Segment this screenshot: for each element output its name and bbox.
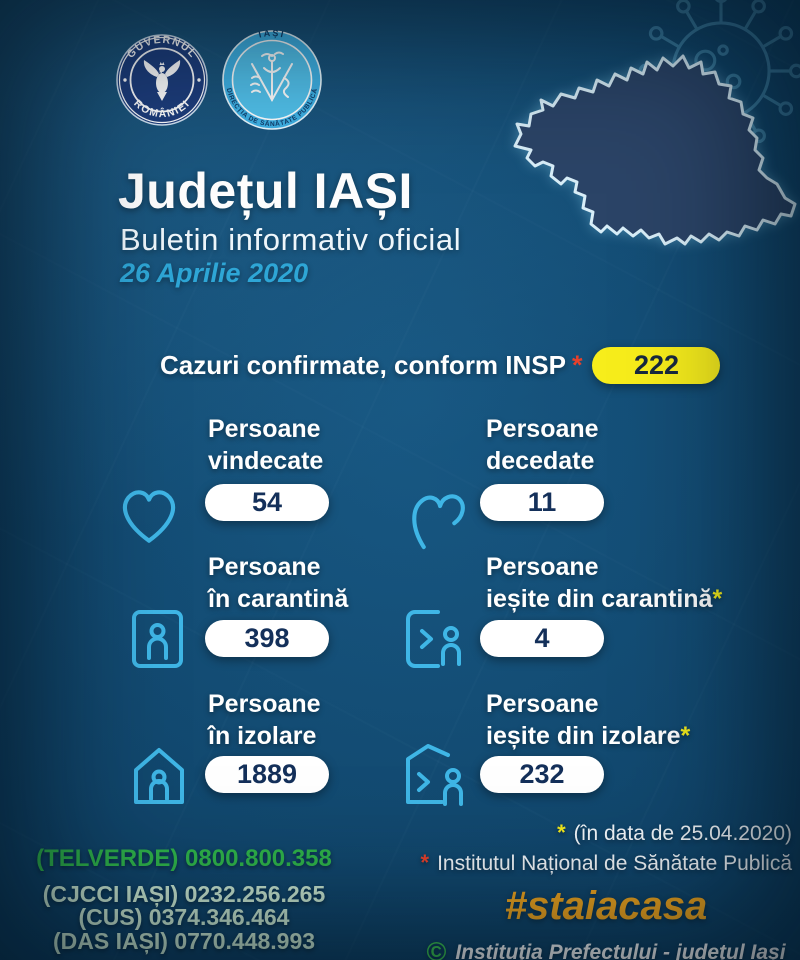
stat-value-vindecate: 54 <box>205 484 329 521</box>
heart-icon <box>112 477 186 551</box>
credit-line: © Instituția Prefectului - județul Iași <box>420 939 792 960</box>
stat-label-decedate: Persoane decedate <box>486 414 599 477</box>
stat-label-line2: în carantină <box>208 584 349 613</box>
stat-label-izolare: Persoane în izolare <box>208 689 321 752</box>
red-asterisk: * <box>420 850 430 875</box>
stat-value-izolare: 1889 <box>205 756 329 793</box>
stat-label-line1: Persoane <box>486 415 599 443</box>
stat-value-carantina: 398 <box>205 620 329 657</box>
caduceus-emblem-icon <box>250 51 293 103</box>
stat-label-line1: Persoane <box>208 690 321 718</box>
stat-label-iesite-izolare: Persoane ieșite din izolare* <box>486 689 690 752</box>
red-asterisk: * <box>571 350 583 380</box>
dsp-logo-top-text: IAȘI <box>258 28 285 40</box>
stat-label-line2: în izolare <box>208 721 317 750</box>
stat-label-line2: vindecate <box>208 446 324 475</box>
footer-right-block: * (în data de 25.04.2020) * Institutul N… <box>420 820 792 960</box>
page-subtitle: Buletin informativ oficial <box>120 222 462 257</box>
yellow-asterisk: * <box>680 721 691 750</box>
bulletin-date: 26 Aprilie 2020 <box>120 258 309 288</box>
hotlines-block: (TELVERDE) 0800.800.358 (CJCCI IAȘI) 023… <box>16 845 352 953</box>
hotline-telverde: (TELVERDE) 0800.800.358 <box>36 845 332 872</box>
guvernul-romaniei-logo: GUVERNUL ROMÂNIEI <box>116 34 208 131</box>
confirmed-cases-label: Cazuri confirmate, conform INSP <box>160 350 566 380</box>
eagle-emblem-icon <box>143 60 181 101</box>
page-title: Județul IAȘI <box>118 163 413 219</box>
dsp-iasi-logo: IAȘI DIRECȚIA DE SĂNĂTATE PUBLICĂ <box>222 28 322 135</box>
yellow-asterisk: * <box>712 584 723 613</box>
stat-label-line2: decedate <box>486 446 595 475</box>
copyright-icon: © <box>426 937 447 960</box>
insp-footnote: * Institutul Național de Sănătate Public… <box>420 850 792 875</box>
stat-label-line1: Persoane <box>208 415 321 443</box>
yellow-asterisk: * <box>557 820 566 845</box>
person-exit-box-icon <box>404 608 470 670</box>
confirmed-cases-row: Cazuri confirmate, conform INSP * 222 <box>160 347 721 384</box>
hotline-das: (DAS IAȘI) 0770.448.993 <box>52 927 316 954</box>
date-footnote: * (în data de 25.04.2020) <box>557 820 792 845</box>
stat-label-line1: Persoane <box>208 553 321 581</box>
confirmed-cases-value-badge: 222 <box>592 347 721 384</box>
heart-open-icon <box>402 473 483 554</box>
stat-label-vindecate: Persoane vindecate <box>208 414 323 477</box>
stat-value-decedate: 11 <box>480 484 604 521</box>
stat-value-iesite-carantina: 4 <box>480 620 604 657</box>
stat-value-iesite-izolare: 232 <box>480 756 604 793</box>
svg-text:IAȘI: IAȘI <box>258 30 287 40</box>
person-in-box-icon <box>130 608 186 670</box>
stay-home-hashtag: #staiacasa <box>504 884 708 928</box>
stat-label-line1: Persoane <box>486 690 599 718</box>
stat-label-carantina: Persoane în carantină <box>208 552 348 615</box>
person-in-house-icon <box>130 744 188 808</box>
stat-label-line2: ieșite din carantină* <box>486 584 723 613</box>
stat-label-line1: Persoane <box>486 553 599 581</box>
iasi-county-map <box>505 46 800 261</box>
person-exit-house-icon <box>402 742 472 808</box>
stat-label-line2: ieșite din izolare* <box>486 721 691 750</box>
hotline-cus: (CUS) 0374.346.464 <box>78 904 290 931</box>
stat-label-iesite-carantina: Persoane ieșite din carantină* <box>486 552 722 615</box>
hotline-cjcci: (CJCCI IAȘI) 0232.256.265 <box>42 881 326 907</box>
